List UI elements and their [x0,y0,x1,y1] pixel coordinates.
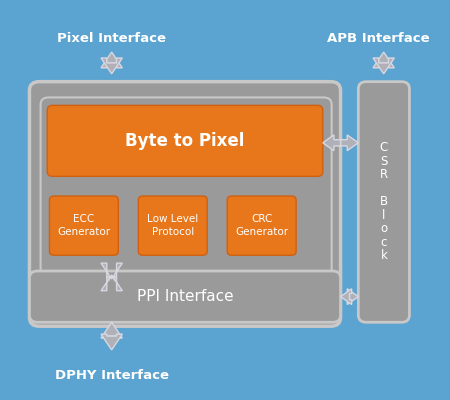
FancyBboxPatch shape [40,98,332,279]
FancyBboxPatch shape [29,82,341,326]
FancyArrow shape [341,289,351,304]
FancyArrow shape [101,322,122,338]
FancyBboxPatch shape [29,271,341,322]
FancyArrow shape [101,52,122,68]
FancyBboxPatch shape [50,196,118,255]
Text: Low Level
Protocol: Low Level Protocol [147,214,198,237]
FancyArrow shape [101,275,122,291]
Text: Byte to Pixel: Byte to Pixel [125,132,245,150]
FancyBboxPatch shape [138,196,207,255]
Text: DPHY Interface: DPHY Interface [54,369,169,382]
FancyBboxPatch shape [227,196,296,255]
Text: ECC
Generator: ECC Generator [57,214,110,237]
FancyArrow shape [323,135,341,151]
FancyArrow shape [341,135,358,151]
Text: Pixel Interface: Pixel Interface [57,32,166,45]
FancyArrow shape [347,289,358,304]
FancyArrow shape [101,263,122,279]
Text: C
S
R

B
l
o
c
k: C S R B l o c k [380,142,388,262]
Text: APB Interface: APB Interface [327,32,430,45]
FancyArrow shape [101,334,122,350]
Text: PPI Interface: PPI Interface [137,289,233,304]
Text: CRC
Generator: CRC Generator [235,214,288,237]
FancyArrow shape [373,52,394,68]
FancyBboxPatch shape [358,82,410,322]
FancyArrow shape [101,58,122,74]
FancyArrow shape [373,58,394,74]
FancyBboxPatch shape [47,105,323,176]
